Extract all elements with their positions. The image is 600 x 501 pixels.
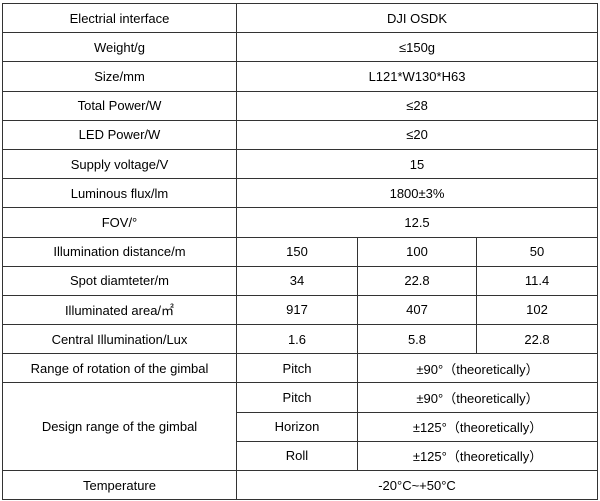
row: Roll ±125°（theoretically） (3, 440, 599, 472)
row: Weight/g ≤150g (2, 32, 599, 63)
value: 5.8 (357, 324, 477, 355)
label: Weight/g (2, 32, 237, 63)
axis: Horizon (236, 411, 358, 442)
row: Spot diamteter/m 34 22.8 11.4 (2, 265, 599, 296)
value: 102 (475, 294, 599, 326)
value: 407 (357, 294, 477, 326)
value: 1.6 (236, 324, 358, 355)
row: Electrial interface DJI OSDK (2, 2, 599, 34)
row: Range of rotation of the gimbal Pitch ±90°… (2, 353, 599, 384)
value: ±125°（theoretically） (356, 411, 599, 442)
label: Central Illumination/Lux (2, 324, 237, 355)
label: Size/mm (2, 61, 237, 92)
row: FOV/° 12.5 (2, 207, 599, 238)
value: ±125°（theoretically） (356, 440, 599, 472)
label: Design range of the gimbal (2, 382, 237, 471)
label: LED Power/W (2, 119, 237, 150)
value: DJI OSDK (235, 2, 599, 34)
value: 22.8 (357, 265, 477, 296)
label: FOV/° (2, 207, 237, 238)
axis: Pitch (236, 382, 358, 413)
value: ±90°（theoretically） (356, 382, 599, 413)
label: Temperature (2, 469, 237, 501)
label: Illumination distance/m (2, 236, 237, 267)
value: 34 (236, 265, 358, 296)
row: Central Illumination/Lux 1.6 5.8 22.8 (2, 324, 599, 355)
label: Spot diamteter/m (2, 265, 237, 296)
value: 22.8 (475, 324, 599, 355)
row: LED Power/W ≤20 (2, 119, 599, 150)
row: Illuminated area/㎡ 917 407 102 (2, 294, 599, 326)
value: 917 (236, 294, 358, 326)
label: Total Power/W (2, 90, 237, 121)
value: ≤150g (235, 32, 599, 63)
row: Size/mm L121*W130*H63 (2, 61, 599, 92)
label: Electrial interface (2, 2, 237, 34)
value: L121*W130*H63 (235, 61, 599, 92)
value: ≤20 (235, 119, 599, 150)
value: ±90°（theoretically） (356, 353, 599, 384)
value: -20°C~+50°C (235, 469, 599, 501)
value: ≤28 (235, 90, 599, 121)
axis: Pitch (236, 353, 358, 384)
row: Total Power/W ≤28 (2, 90, 599, 121)
label: Range of rotation of the gimbal (2, 353, 237, 384)
row: Design range of the gimbal Pitch ±90°（theo… (2, 382, 599, 471)
value: 1800±3% (235, 178, 599, 209)
row: Supply voltage/V 15 (2, 148, 599, 180)
row: Temperature -20°C~+50°C (2, 469, 599, 501)
row: Horizon ±125°（theoretically） (3, 411, 599, 442)
value: 50 (475, 236, 599, 267)
label: Illuminated area/㎡ (2, 294, 237, 326)
row: Illumination distance/m 150 100 50 (2, 236, 599, 267)
value: 11.4 (475, 265, 599, 296)
value: 150 (236, 236, 358, 267)
axis: Roll (236, 440, 358, 472)
value: 15 (235, 148, 599, 180)
value: 100 (357, 236, 477, 267)
value: 12.5 (235, 207, 599, 238)
row: Luminous flux/lm 1800±3% (2, 178, 599, 209)
label: Luminous flux/lm (2, 178, 237, 209)
label: Supply voltage/V (2, 148, 237, 180)
